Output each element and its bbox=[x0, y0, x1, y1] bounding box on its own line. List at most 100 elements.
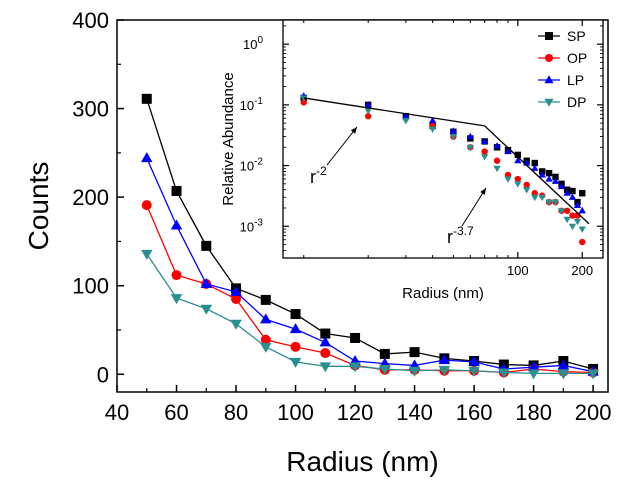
main-point-lp bbox=[230, 285, 242, 296]
main-point-lp bbox=[319, 336, 332, 347]
legend-label-dp: DP bbox=[567, 94, 586, 110]
main-point-lp bbox=[141, 152, 153, 163]
main-x-tick-label: 120 bbox=[337, 400, 374, 425]
inset-point-sp bbox=[579, 190, 586, 197]
main-plot: 40 60 80 100 120 140 160 180 200 0 100 200 300 400 Rad… bbox=[23, 8, 611, 477]
main-series-lp bbox=[141, 152, 599, 376]
inset-point-lp bbox=[466, 132, 475, 140]
inset-point-sp bbox=[531, 159, 538, 167]
inset-y-tick-label: 10-2 bbox=[240, 157, 264, 174]
legend-marker-sp bbox=[545, 32, 553, 40]
inset-point-lp bbox=[514, 156, 522, 164]
inset-point-op bbox=[514, 175, 522, 183]
main-point-dp bbox=[468, 366, 480, 377]
main-point-sp bbox=[141, 93, 152, 104]
inset-point-lp bbox=[480, 137, 489, 144]
inset-point-dp bbox=[514, 181, 522, 188]
inset-point-lp bbox=[538, 171, 546, 178]
main-point-dp bbox=[260, 342, 272, 353]
main-x-tick-label: 60 bbox=[164, 400, 188, 425]
inset-point-dp bbox=[402, 118, 410, 125]
inset-point-dp bbox=[573, 218, 582, 226]
inset-point-lp bbox=[493, 142, 501, 149]
inset-point-dp bbox=[557, 208, 566, 215]
inset-point-lp bbox=[568, 193, 577, 200]
main-point-op bbox=[320, 348, 331, 359]
main-point-sp bbox=[379, 348, 390, 359]
main-point-dp bbox=[587, 369, 599, 380]
main-x-tick-label: 100 bbox=[277, 400, 314, 425]
inset-point-lp bbox=[428, 116, 437, 124]
annotation-r-3.7: r-3.7 bbox=[447, 187, 487, 247]
annotation-label: r-3.7 bbox=[447, 224, 474, 247]
inset-point-op bbox=[579, 238, 586, 246]
main-point-op bbox=[171, 270, 182, 281]
main-point-lp bbox=[260, 313, 272, 324]
main-point-dp bbox=[557, 369, 570, 380]
inset-point-sp bbox=[569, 187, 576, 195]
main-series-dp-line bbox=[146, 253, 594, 375]
main-point-lp bbox=[468, 355, 480, 366]
inset-point-op bbox=[493, 157, 501, 164]
inset-point-dp bbox=[551, 199, 560, 206]
inset-fit-lines bbox=[303, 97, 590, 225]
inset-x-tick-label: 200 bbox=[571, 263, 593, 278]
main-y-axis-label: Counts bbox=[23, 162, 54, 251]
main-series-dp bbox=[141, 249, 599, 380]
fit-line bbox=[303, 97, 485, 127]
annotation-arrowhead bbox=[350, 127, 357, 134]
annotation-arrowhead bbox=[480, 188, 486, 195]
main-x-tick-label: 160 bbox=[456, 400, 493, 425]
main-point-lp bbox=[200, 277, 213, 288]
main-point-dp bbox=[408, 366, 421, 377]
inset-point-lp bbox=[402, 112, 410, 119]
main-point-dp bbox=[527, 369, 540, 380]
inset-point-dp bbox=[531, 194, 539, 202]
inset-point-lp bbox=[551, 177, 560, 184]
inset-point-op bbox=[523, 181, 530, 189]
main-point-sp bbox=[320, 328, 331, 339]
inset-legend: SP OP LP DP bbox=[538, 28, 587, 110]
inset-point-dp bbox=[563, 216, 571, 224]
legend-marker-lp bbox=[544, 75, 554, 84]
inset-point-lp bbox=[531, 164, 539, 171]
inset-point-dp bbox=[578, 226, 586, 233]
main-point-lp bbox=[289, 323, 302, 334]
legend-label-op: OP bbox=[567, 50, 587, 66]
inset-x-axis-label: Radius (nm) bbox=[402, 285, 484, 302]
inset-point-lp bbox=[573, 201, 582, 209]
main-point-dp bbox=[170, 294, 183, 305]
main-point-dp bbox=[200, 304, 213, 315]
legend-marker-op bbox=[545, 54, 553, 62]
main-point-sp bbox=[409, 347, 420, 358]
main-point-op bbox=[141, 200, 152, 211]
main-x-tick-label: 180 bbox=[515, 400, 552, 425]
main-point-op bbox=[231, 294, 242, 304]
main-y-tick-label: 200 bbox=[72, 185, 109, 210]
main-point-op bbox=[260, 334, 271, 345]
main-x-axis-label: Radius (nm) bbox=[286, 446, 438, 477]
inset-point-sp bbox=[545, 169, 553, 177]
main-point-lp bbox=[527, 361, 540, 372]
main-y-tick-label: 100 bbox=[72, 274, 109, 299]
main-point-lp bbox=[170, 219, 183, 230]
inset-point-op bbox=[569, 212, 576, 219]
inset-point-sp bbox=[552, 173, 559, 181]
main-x-tick-label: 40 bbox=[105, 400, 129, 425]
main-point-dp bbox=[289, 357, 302, 368]
inset-point-dp bbox=[449, 134, 458, 141]
inset-point-lp bbox=[364, 101, 372, 108]
inset-point-dp bbox=[504, 176, 512, 183]
inset-point-op bbox=[300, 99, 307, 106]
inset-point-op bbox=[563, 207, 571, 214]
main-point-dp bbox=[438, 365, 451, 376]
main-x-tick-label: 80 bbox=[224, 400, 248, 425]
inset-point-lp bbox=[578, 206, 586, 214]
inset-point-lp bbox=[504, 147, 512, 155]
inset-point-dp bbox=[493, 165, 501, 173]
main-point-lp bbox=[557, 359, 570, 370]
main-point-sp bbox=[171, 185, 182, 196]
inset-point-lp bbox=[557, 182, 566, 190]
main-series-lp-line bbox=[146, 157, 594, 373]
